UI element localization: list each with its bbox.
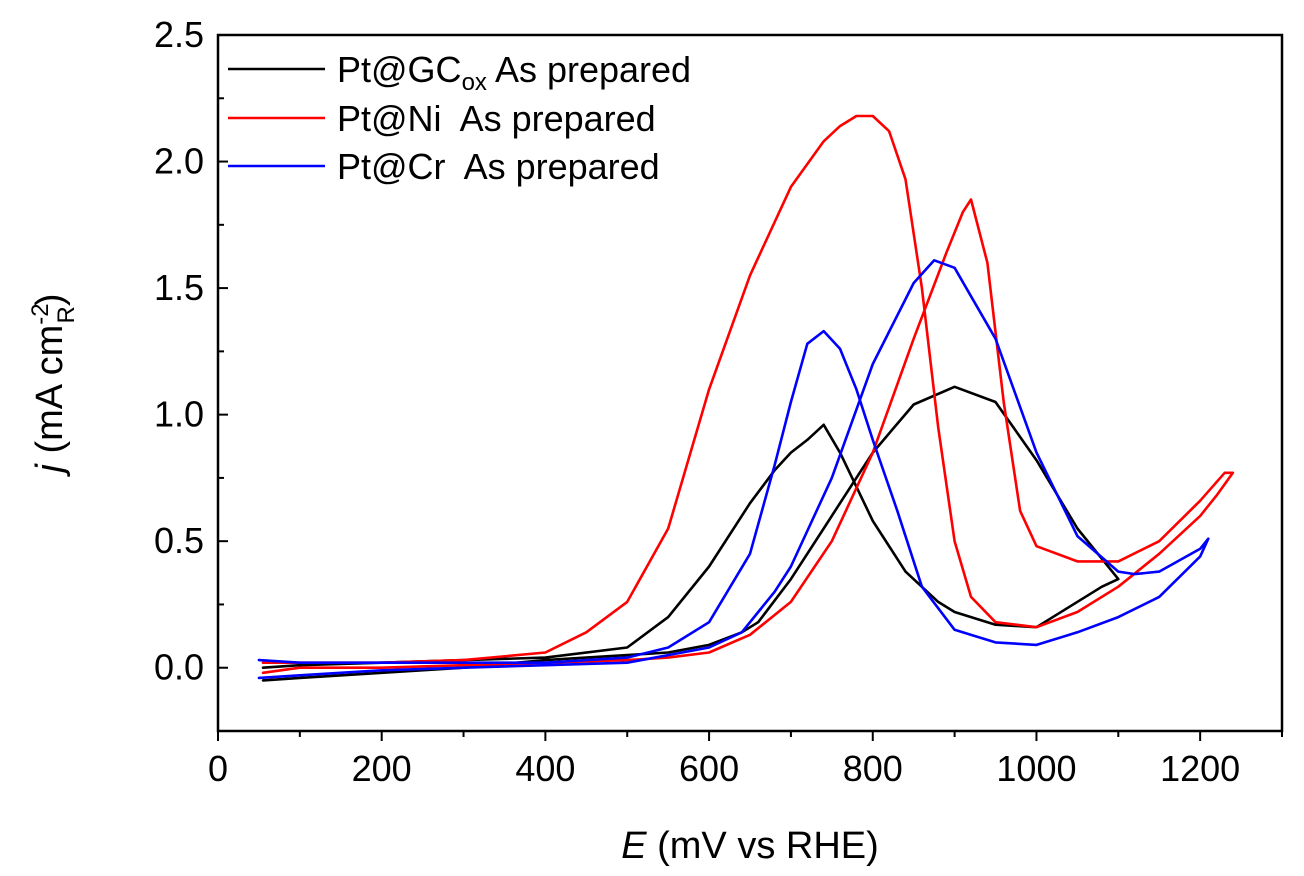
- y-tick-label: 0.5: [154, 520, 204, 561]
- x-tick-label: 400: [515, 748, 575, 789]
- x-axis-symbol: E: [621, 825, 647, 867]
- legend-label-0: Pt@GCox As prepared: [337, 49, 691, 96]
- legend-label-0-base: Pt@GC: [337, 49, 462, 90]
- x-tick-label: 600: [679, 748, 739, 789]
- x-tick-label: 1200: [1160, 748, 1240, 789]
- legend-label-2: Pt@Cr As prepared: [337, 146, 660, 187]
- x-axis-ticks: 0 200 400 600 800 1000 1200: [208, 731, 1283, 789]
- legend-entry-0: Pt@GCox As prepared: [228, 49, 691, 96]
- legend-label-1: Pt@Ni As prepared: [337, 98, 656, 139]
- x-axis-title: E (mV vs RHE): [621, 825, 879, 867]
- x-tick-label: 0: [208, 748, 228, 789]
- legend: Pt@GCox As prepared Pt@Ni As prepared Pt…: [228, 49, 691, 187]
- y-tick-label: 0.0: [154, 647, 204, 688]
- series-line-1: [261, 114, 1235, 675]
- series-lines: [257, 114, 1235, 682]
- x-tick-label: 800: [843, 748, 903, 789]
- legend-entry-2: Pt@Cr As prepared: [228, 146, 660, 187]
- y-axis-unit-sub: R: [53, 306, 80, 323]
- y-tick-label: 2.5: [154, 14, 204, 55]
- y-axis-ticks: 0.0 0.5 1.0 1.5 2.0 2.5: [154, 14, 228, 732]
- y-axis-title: j (mA cm-2R): [27, 293, 80, 477]
- legend-label-2-base: Pt@Cr: [337, 146, 446, 187]
- legend-label-1-base: Pt@Ni: [337, 98, 442, 139]
- legend-entry-1: Pt@Ni As prepared: [228, 98, 656, 139]
- x-tick-label: 200: [352, 748, 412, 789]
- series-line-2: [257, 258, 1210, 680]
- x-axis-unit: (mV vs RHE): [647, 825, 879, 867]
- y-tick-label: 2.0: [154, 141, 204, 182]
- y-axis-unit-close: ): [29, 293, 71, 306]
- series-line-0: [261, 385, 1120, 682]
- y-axis-unit-sup: -2: [27, 303, 54, 324]
- legend-label-1-rest: As prepared: [442, 98, 656, 139]
- y-tick-label: 1.0: [154, 394, 204, 435]
- legend-label-0-sub: ox: [462, 69, 487, 96]
- y-axis-unit: (mA cm: [29, 325, 71, 464]
- legend-label-0-rest: As prepared: [487, 49, 691, 90]
- y-tick-label: 1.5: [154, 267, 204, 308]
- legend-label-2-rest: As prepared: [446, 146, 660, 187]
- plot-frame: [216, 33, 1284, 733]
- x-tick-label: 1000: [996, 748, 1076, 789]
